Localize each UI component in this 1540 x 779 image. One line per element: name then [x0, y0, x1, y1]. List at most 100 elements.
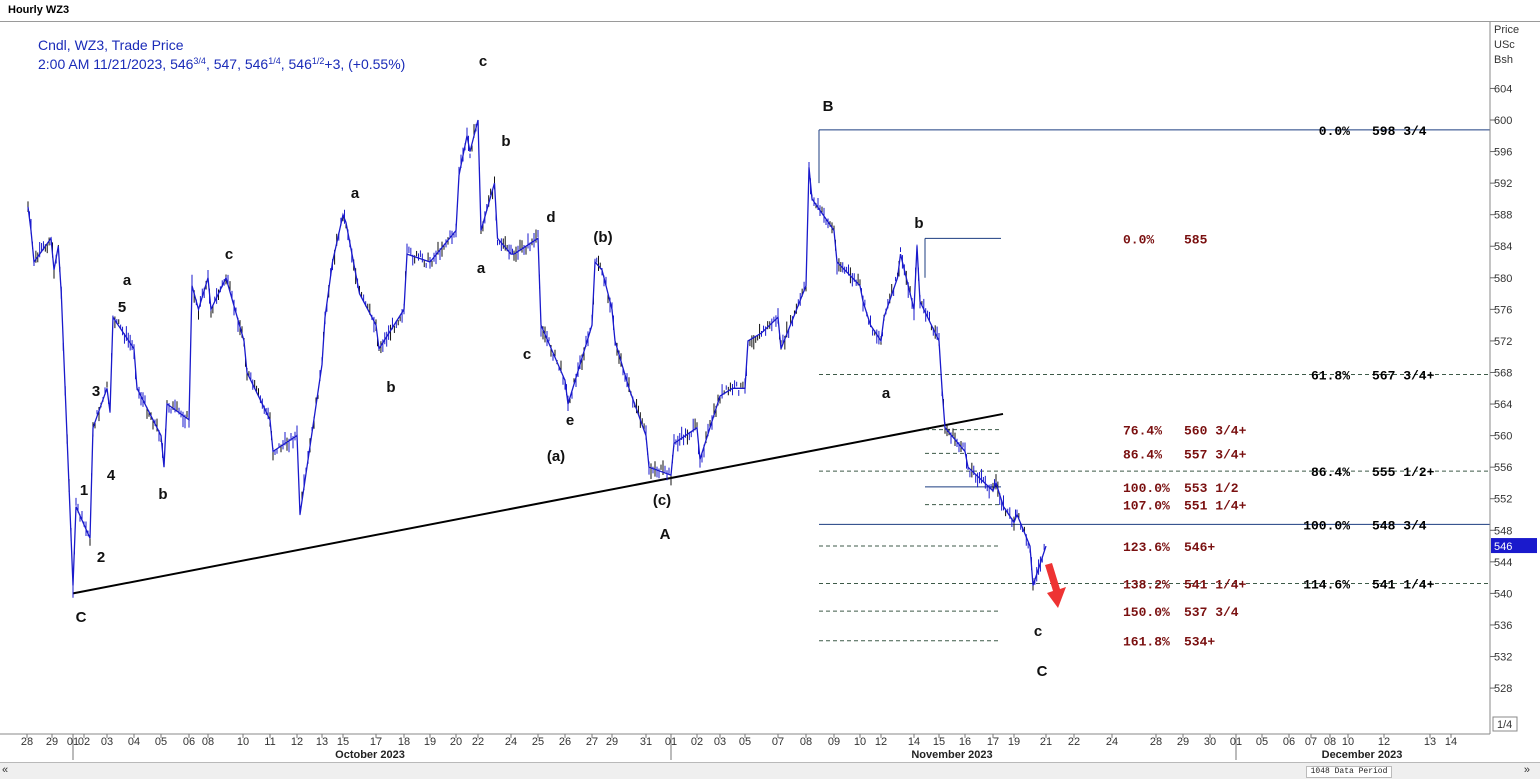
x-tick-label: 02	[78, 736, 90, 748]
current-price-box	[1491, 538, 1537, 554]
y-axis-title: USc	[1494, 39, 1515, 51]
window-title: Hourly WZ3	[8, 4, 70, 16]
x-tick-label: 27	[586, 736, 598, 748]
y-tick-label: 552	[1494, 494, 1512, 506]
x-tick-label: 08	[202, 736, 214, 748]
wave-label: c	[523, 346, 531, 363]
wave-label: A	[660, 526, 671, 543]
month-label: October 2023	[335, 749, 405, 761]
y-tick-label: 588	[1494, 210, 1512, 222]
fib-left-pct: 123.6%	[1123, 540, 1170, 555]
wave-label: 4	[107, 467, 116, 484]
y-tick-label: 568	[1494, 367, 1512, 379]
fib-left-price: 560 3/4+	[1184, 424, 1247, 439]
fib-left-price: 541 1/4+	[1184, 578, 1247, 593]
wave-label: d	[546, 209, 555, 226]
wave-label: c	[225, 246, 233, 263]
fib-right-pct: 0.0%	[1319, 124, 1350, 139]
fib-right-pct: 114.6%	[1303, 578, 1350, 593]
header-open-frac: 3/4	[193, 56, 206, 66]
wave-label: a	[882, 385, 891, 402]
scroll-right-button[interactable]: »	[1523, 764, 1530, 776]
x-tick-label: 15	[933, 736, 945, 748]
wave-label: a	[123, 272, 132, 289]
y-tick-label: 532	[1494, 652, 1512, 664]
x-tick-label: 19	[424, 736, 436, 748]
scroll-bar[interactable]: « 1048 Data Period »	[0, 762, 1540, 779]
price-chart[interactable]: 0.0% 598 3/461.8% 567 3/4+86.4% 555 1/2+100…	[0, 0, 1540, 762]
x-tick-label: 20	[450, 736, 462, 748]
x-tick-label: 30	[1204, 736, 1216, 748]
header-close: , 546	[281, 56, 312, 72]
fib-right-pct: 61.8%	[1311, 368, 1350, 383]
x-tick-label: 22	[472, 736, 484, 748]
x-tick-label: 29	[46, 736, 58, 748]
x-tick-label: 17	[987, 736, 999, 748]
fib-left-price: 585	[1184, 232, 1208, 247]
y-tick-label: 596	[1494, 147, 1512, 159]
x-tick-label: 10	[854, 736, 866, 748]
x-tick-label: 13	[1424, 736, 1436, 748]
x-tick-label: 05	[739, 736, 751, 748]
y-tick-label: 528	[1494, 683, 1512, 695]
wave-label: 1	[80, 482, 88, 499]
x-tick-label: 05	[1256, 736, 1268, 748]
x-tick-label: 19	[1008, 736, 1020, 748]
y-tick-label: 556	[1494, 462, 1512, 474]
x-tick-label: 15	[337, 736, 349, 748]
wave-label: b	[501, 133, 510, 150]
fib-left-pct: 76.4%	[1123, 424, 1162, 439]
y-axis-title: Price	[1494, 24, 1519, 36]
x-tick-label: 07	[1305, 736, 1317, 748]
wave-label: b	[914, 215, 923, 232]
scale-box	[1492, 716, 1518, 732]
trendline-layer	[72, 412, 1004, 595]
fib-left-price: 534+	[1184, 635, 1215, 650]
wave-label: b	[386, 379, 395, 396]
y-tick-label: 576	[1494, 304, 1512, 316]
x-tick-label: 12	[1378, 736, 1390, 748]
x-tick-label: 14	[908, 736, 920, 748]
axes-layer: 5285325365405445485525565605645685725765…	[0, 22, 1537, 761]
x-tick-label: 06	[1283, 736, 1295, 748]
wave-label: a	[351, 185, 360, 202]
y-tick-label: 592	[1494, 178, 1512, 190]
x-tick-label: 18	[398, 736, 410, 748]
x-tick-label: 03	[714, 736, 726, 748]
wave-label: c	[1034, 623, 1042, 640]
wave-labels-layer: C 1 2 3 4 5 a b c a b c a b c d e (a) (b) (c) A Ba b c C	[76, 53, 1048, 680]
x-tick-label: 16	[959, 736, 971, 748]
x-tick-label: 03	[101, 736, 113, 748]
x-tick-label: 04	[128, 736, 140, 748]
x-tick-label: 08	[800, 736, 812, 748]
header-change: +3, (+0.55%)	[324, 56, 405, 72]
x-tick-label: 24	[1106, 736, 1118, 748]
fib-left-pct: 161.8%	[1123, 635, 1170, 650]
wave-label: (b)	[593, 229, 612, 246]
x-tick-label: 17	[370, 736, 382, 748]
fib-left-pct: 0.0%	[1123, 232, 1154, 247]
month-label: December 2023	[1322, 749, 1403, 761]
header-line-1: Cndl, WZ3, Trade Price	[38, 37, 184, 53]
wave-label: C	[1037, 663, 1048, 680]
y-tick-label: 560	[1494, 431, 1512, 443]
header-low-frac: 1/4	[268, 56, 281, 66]
x-tick-label: 28	[1150, 736, 1162, 748]
y-tick-label: 600	[1494, 115, 1512, 127]
fib-left-price: 546+	[1184, 540, 1215, 555]
y-tick-label: 536	[1494, 620, 1512, 632]
fib-left-price: 553 1/2	[1184, 481, 1239, 496]
scroll-left-button[interactable]: «	[2, 764, 9, 776]
wave-label: 3	[92, 383, 100, 400]
fib-left-price: 557 3/4+	[1184, 447, 1247, 462]
x-tick-label: 31	[640, 736, 652, 748]
header-open: 2:00 AM 11/21/2023, 546	[38, 56, 194, 72]
y-tick-label: 580	[1494, 273, 1512, 285]
fib-left-pct: 100.0%	[1123, 481, 1170, 496]
x-tick-label: 13	[316, 736, 328, 748]
wave-label: 2	[97, 549, 105, 566]
wave-label: e	[566, 412, 574, 429]
wave-label: (a)	[547, 448, 565, 465]
x-tick-label: 06	[183, 736, 195, 748]
